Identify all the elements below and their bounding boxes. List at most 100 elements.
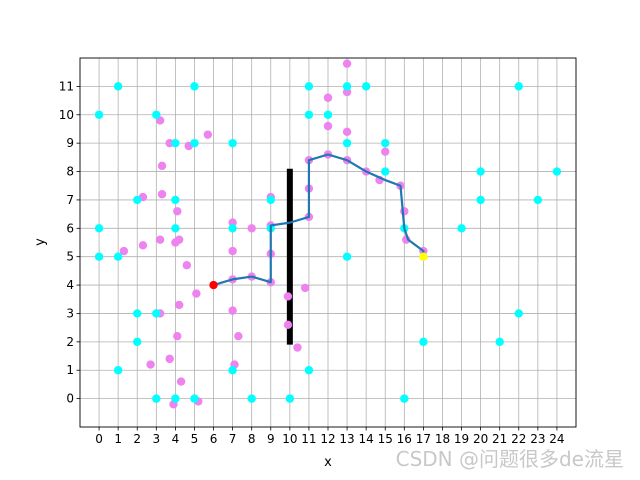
obstacle-point [94,110,104,119]
sample-point [176,377,186,386]
endpoints [209,252,428,290]
obstacle-point [476,195,485,205]
obstacle-point [152,110,161,119]
sample-point [247,224,256,233]
obstacle-point [247,394,256,403]
grid [80,58,576,427]
obstacle-point [228,366,237,375]
obstacle-point [190,394,199,403]
x-tick-label: 5 [191,432,199,446]
obstacle-point [113,252,123,261]
sample-point [381,147,390,156]
obstacle-point [228,224,237,233]
obstacle-point [266,195,275,205]
y-tick-label: 2 [66,335,74,349]
y-tick-label: 6 [66,221,74,235]
x-axis-label: x [324,455,332,470]
y-tick-label: 0 [66,392,74,406]
obstacle-point [285,394,295,403]
sample-point [228,306,237,315]
obstacle-point [381,167,390,176]
sample-point [173,207,182,216]
x-tick-label: 3 [152,432,160,446]
x-tick-label: 12 [320,432,335,446]
obstacle-point [495,337,504,347]
x-tick-label: 14 [359,432,374,446]
x-tick-label: 15 [378,432,393,446]
obstacle-point [133,195,142,205]
y-tick-label: 7 [66,193,74,207]
y-tick-label: 9 [66,136,74,150]
obstacle-point [113,82,123,91]
sample-point [234,331,243,341]
sample-point [342,59,352,68]
obstacle-point [361,82,371,91]
sample-point [173,331,182,341]
obstacle-point [171,224,180,233]
sample-point [175,235,184,244]
x-tick-label: 4 [172,432,180,446]
obstacle-point [113,366,123,375]
x-tick-label: 13 [339,432,354,446]
x-tick-label: 22 [511,432,526,446]
obstacle-point [171,138,180,148]
obstacle-point [514,309,523,318]
x-tick-label: 11 [301,432,316,446]
obstacle-points [94,82,562,403]
y-tick-label: 5 [66,250,74,264]
obstacle-point [381,138,390,148]
start-point [209,280,218,290]
x-tick-label: 1 [114,432,122,446]
obstacle-point [228,138,237,148]
x-tick-label: 17 [416,432,431,446]
obstacle-point [133,337,142,347]
sample-point [157,190,167,199]
x-tick-label: 7 [229,432,237,446]
sample-point [323,121,333,131]
watermark-text: CSDN @问题很多de流星 [396,447,624,471]
obstacle-point [94,224,104,233]
sample-point [157,161,167,171]
obstacle-point [304,366,314,375]
sample-point [146,360,155,369]
sample-point [138,241,148,250]
obstacle-point [533,195,543,205]
obstacle-point [171,195,180,205]
sample-point [119,246,129,256]
sample-point [400,207,409,216]
sample-point [165,354,174,364]
sample-point [182,261,192,270]
obstacle-point [552,167,562,176]
x-tick-label: 10 [282,432,297,446]
obstacle-point [304,110,314,119]
obstacle-point [514,82,523,91]
path-line [213,153,425,287]
path-polyline [213,153,425,287]
x-tick-label: 2 [133,432,141,446]
obstacle-point [190,82,199,91]
x-tick-label: 21 [492,432,507,446]
x-tick-label: 24 [549,432,564,446]
obstacle-point [342,138,352,148]
x-tick-label: 0 [95,432,103,446]
x-tick-label: 8 [248,432,256,446]
goal-point [419,252,428,261]
obstacle-point [419,337,428,347]
obstacle-point [457,224,466,233]
y-axis-label: y [33,238,48,246]
sample-point [203,130,213,139]
y-tick-label: 4 [66,278,74,292]
sample-point [323,93,333,102]
y-tick-label: 11 [59,79,74,93]
obstacle-point [323,110,333,119]
obstacle-point [400,394,409,403]
x-tick-label: 18 [435,432,450,446]
sample-point [293,343,302,352]
obstacle-point [152,394,161,403]
x-tick-label: 9 [267,432,275,446]
x-tick-label: 20 [473,432,488,446]
sample-point [283,320,293,330]
obstacle-point [171,394,180,403]
